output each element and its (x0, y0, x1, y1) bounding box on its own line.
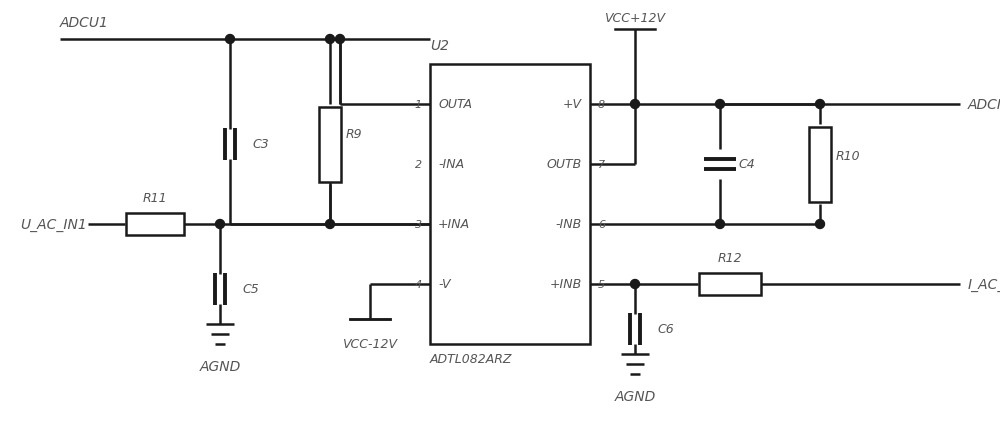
Text: 4: 4 (415, 279, 422, 289)
Circle shape (326, 35, 335, 44)
Text: -INA: -INA (438, 158, 464, 171)
Text: AGND: AGND (614, 389, 656, 403)
Bar (809, 127, 831, 202)
Circle shape (631, 280, 640, 289)
Text: ADCU1: ADCU1 (60, 16, 109, 30)
Text: R12: R12 (718, 251, 742, 265)
Text: +INA: +INA (438, 218, 470, 231)
Text: VCC-12V: VCC-12V (343, 337, 398, 350)
Text: I_AC_IN1: I_AC_IN1 (968, 277, 1000, 291)
Text: OUTB: OUTB (547, 158, 582, 171)
Text: U2: U2 (430, 39, 449, 53)
Circle shape (816, 220, 824, 229)
Circle shape (326, 220, 335, 229)
Text: 5: 5 (598, 279, 605, 289)
Text: C3: C3 (252, 138, 269, 151)
Text: U_AC_IN1: U_AC_IN1 (20, 218, 87, 231)
Text: 6: 6 (598, 219, 605, 230)
Text: AGND: AGND (199, 359, 241, 373)
Text: VCC+12V: VCC+12V (604, 12, 666, 25)
Text: -INB: -INB (556, 218, 582, 231)
Text: 3: 3 (415, 219, 422, 230)
Text: 2: 2 (415, 160, 422, 170)
Text: +V: +V (563, 98, 582, 111)
Text: -V: -V (438, 278, 451, 291)
Circle shape (226, 35, 235, 44)
Text: 7: 7 (598, 160, 605, 170)
Circle shape (816, 100, 824, 109)
Circle shape (716, 100, 724, 109)
Bar (699, 273, 761, 295)
Text: 8: 8 (598, 100, 605, 110)
Text: R11: R11 (143, 192, 167, 204)
Circle shape (216, 220, 225, 229)
Text: OUTA: OUTA (438, 98, 472, 111)
Circle shape (631, 100, 640, 109)
Text: +INB: +INB (550, 278, 582, 291)
Text: ADCI1: ADCI1 (968, 98, 1000, 112)
Text: ADTL082ARZ: ADTL082ARZ (430, 352, 512, 365)
Text: C5: C5 (242, 283, 259, 296)
Text: R10: R10 (836, 150, 861, 163)
Text: C4: C4 (738, 158, 755, 171)
Circle shape (716, 220, 724, 229)
Circle shape (336, 35, 345, 44)
Text: C6: C6 (657, 323, 674, 336)
Bar (319, 107, 341, 182)
Bar (430, 65, 590, 344)
Text: 1: 1 (415, 100, 422, 110)
Bar (126, 213, 184, 236)
Text: R9: R9 (346, 128, 363, 141)
